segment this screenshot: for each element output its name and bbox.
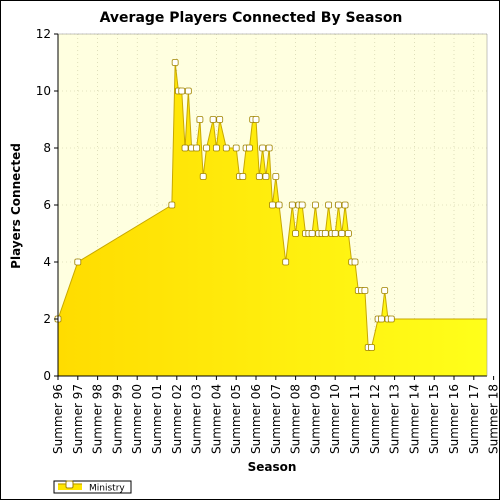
y-tick-label: 12	[36, 27, 51, 41]
data-point	[212, 144, 220, 152]
y-tick-label: 2	[43, 312, 51, 326]
x-tick-label: Summer 00	[130, 384, 144, 454]
legend: Ministry	[53, 480, 132, 494]
data-point	[331, 230, 339, 237]
data-point	[338, 230, 346, 237]
x-tick-label: Summer 01	[150, 384, 164, 454]
data-point	[168, 201, 176, 209]
x-tick-label: Summer 98	[91, 384, 105, 454]
x-axis-label: Season	[248, 460, 297, 474]
legend-label: Ministry	[89, 484, 125, 494]
data-point	[275, 201, 283, 209]
data-point	[209, 116, 217, 123]
data-point	[245, 144, 253, 152]
series-area-fill	[58, 62, 487, 376]
data-point	[344, 230, 352, 237]
x-tick-label: Summer 04	[209, 384, 223, 454]
data-point	[269, 201, 276, 209]
x-tick-label: Summer 11	[348, 384, 362, 454]
y-tick-label: 8	[43, 141, 51, 155]
x-tick-label: Summer 99	[110, 384, 124, 454]
chart-title: Average Players Connected By Season	[100, 10, 403, 26]
x-tick-label: Summer 03	[190, 384, 204, 454]
x-tick-label: Summer 18	[487, 384, 500, 454]
data-point	[252, 116, 260, 123]
x-tick-label: Summer 06	[249, 384, 263, 454]
x-tick-label: Summer 13	[388, 384, 402, 454]
data-point	[184, 87, 192, 95]
x-tick-label: Summer 17	[467, 384, 481, 454]
data-point	[377, 315, 385, 323]
x-tick-label: Summer 96	[51, 384, 65, 454]
data-point	[262, 173, 270, 180]
x-tick-label: Summer 08	[289, 384, 303, 454]
x-tick-label: Summer 12	[368, 384, 382, 454]
data-point	[222, 144, 230, 152]
x-tick-labels: Summer 96 Summer 97 Summer 98 Summer 99 Summ…	[51, 376, 500, 454]
data-point	[288, 201, 296, 209]
y-tick-label: 10	[36, 84, 51, 98]
data-point	[74, 258, 82, 266]
x-tick-label: Summer 14	[407, 384, 421, 454]
data-point	[368, 344, 375, 351]
y-axis-label: Players Connected	[9, 143, 23, 269]
data-point	[232, 144, 240, 152]
data-point	[171, 59, 179, 66]
data-point	[351, 258, 359, 266]
x-tick-label: Summer 05	[229, 384, 243, 454]
legend-marker	[65, 480, 74, 489]
data-point	[335, 201, 342, 209]
data-point	[387, 315, 395, 323]
y-tick-label: 0	[43, 369, 51, 383]
data-point	[311, 201, 319, 209]
x-tick-label: Summer 02	[170, 384, 184, 454]
y-tick-label: 4	[43, 255, 51, 269]
data-point	[361, 287, 369, 294]
x-tick-label: Summer 09	[308, 384, 322, 454]
data-point	[255, 173, 263, 180]
data-point	[239, 173, 247, 180]
data-point	[341, 201, 349, 209]
y-tick-label: 6	[43, 198, 51, 212]
data-point	[272, 173, 280, 180]
x-tick-label: Summer 16	[447, 384, 461, 454]
data-point	[178, 87, 186, 95]
x-tick-label: Summer 07	[269, 384, 283, 454]
data-point	[325, 201, 333, 209]
series-markers	[54, 59, 395, 351]
data-point	[181, 144, 189, 152]
x-tick-label: Summer 97	[71, 384, 85, 454]
y-tick-labels: 0 2 4 6 8 10 12	[36, 27, 58, 383]
data-point	[298, 201, 306, 209]
data-point	[193, 144, 201, 152]
data-point	[259, 144, 267, 152]
data-point	[203, 144, 210, 152]
data-point	[282, 258, 290, 266]
data-point	[292, 230, 300, 237]
data-point	[381, 287, 389, 294]
data-point	[196, 116, 204, 123]
data-point	[308, 230, 316, 237]
data-point	[199, 173, 207, 180]
data-point	[216, 116, 224, 123]
x-tick-label: Summer 15	[427, 384, 441, 454]
data-point	[265, 144, 273, 152]
x-tick-label: Summer 10	[328, 384, 342, 454]
data-point	[321, 230, 329, 237]
